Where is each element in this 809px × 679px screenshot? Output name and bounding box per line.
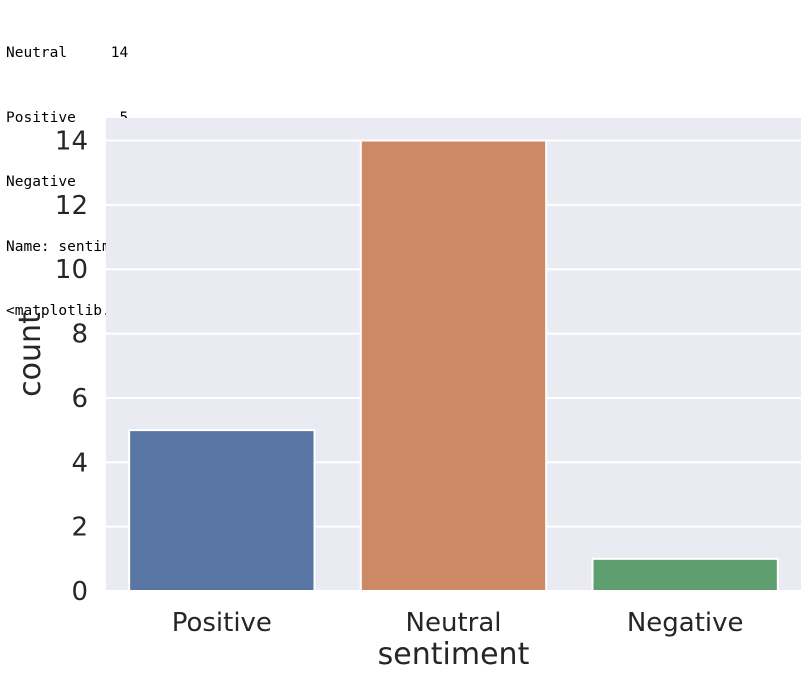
- y-tick-label: 6: [71, 384, 88, 414]
- x-tick-label: Positive: [172, 608, 272, 638]
- y-tick-label: 4: [71, 448, 88, 478]
- y-tick-label: 10: [55, 255, 88, 285]
- output-line: Positive 5: [6, 109, 129, 126]
- output-line: Neutral 14: [6, 45, 129, 61]
- x-axis-label: sentiment: [378, 637, 530, 672]
- bar-negative: [591, 557, 779, 592]
- bar-positive: [128, 429, 316, 592]
- y-axis-label: count: [13, 312, 48, 397]
- y-tick-label: 0: [71, 577, 88, 607]
- bars: [128, 139, 779, 592]
- y-tick-label: 8: [71, 320, 88, 350]
- y-tick-label: 2: [71, 513, 88, 543]
- y-tick-label: 14: [55, 127, 88, 157]
- y-tick-label: 12: [55, 191, 88, 221]
- bar-neutral: [359, 139, 548, 592]
- x-tick-label: Negative: [627, 608, 744, 638]
- x-tick-label: Neutral: [406, 608, 502, 638]
- x-tick-labels: Positive Neutral Negative: [172, 608, 744, 638]
- y-tick-labels: 0 2 4 6 8 10 12 14: [55, 127, 88, 607]
